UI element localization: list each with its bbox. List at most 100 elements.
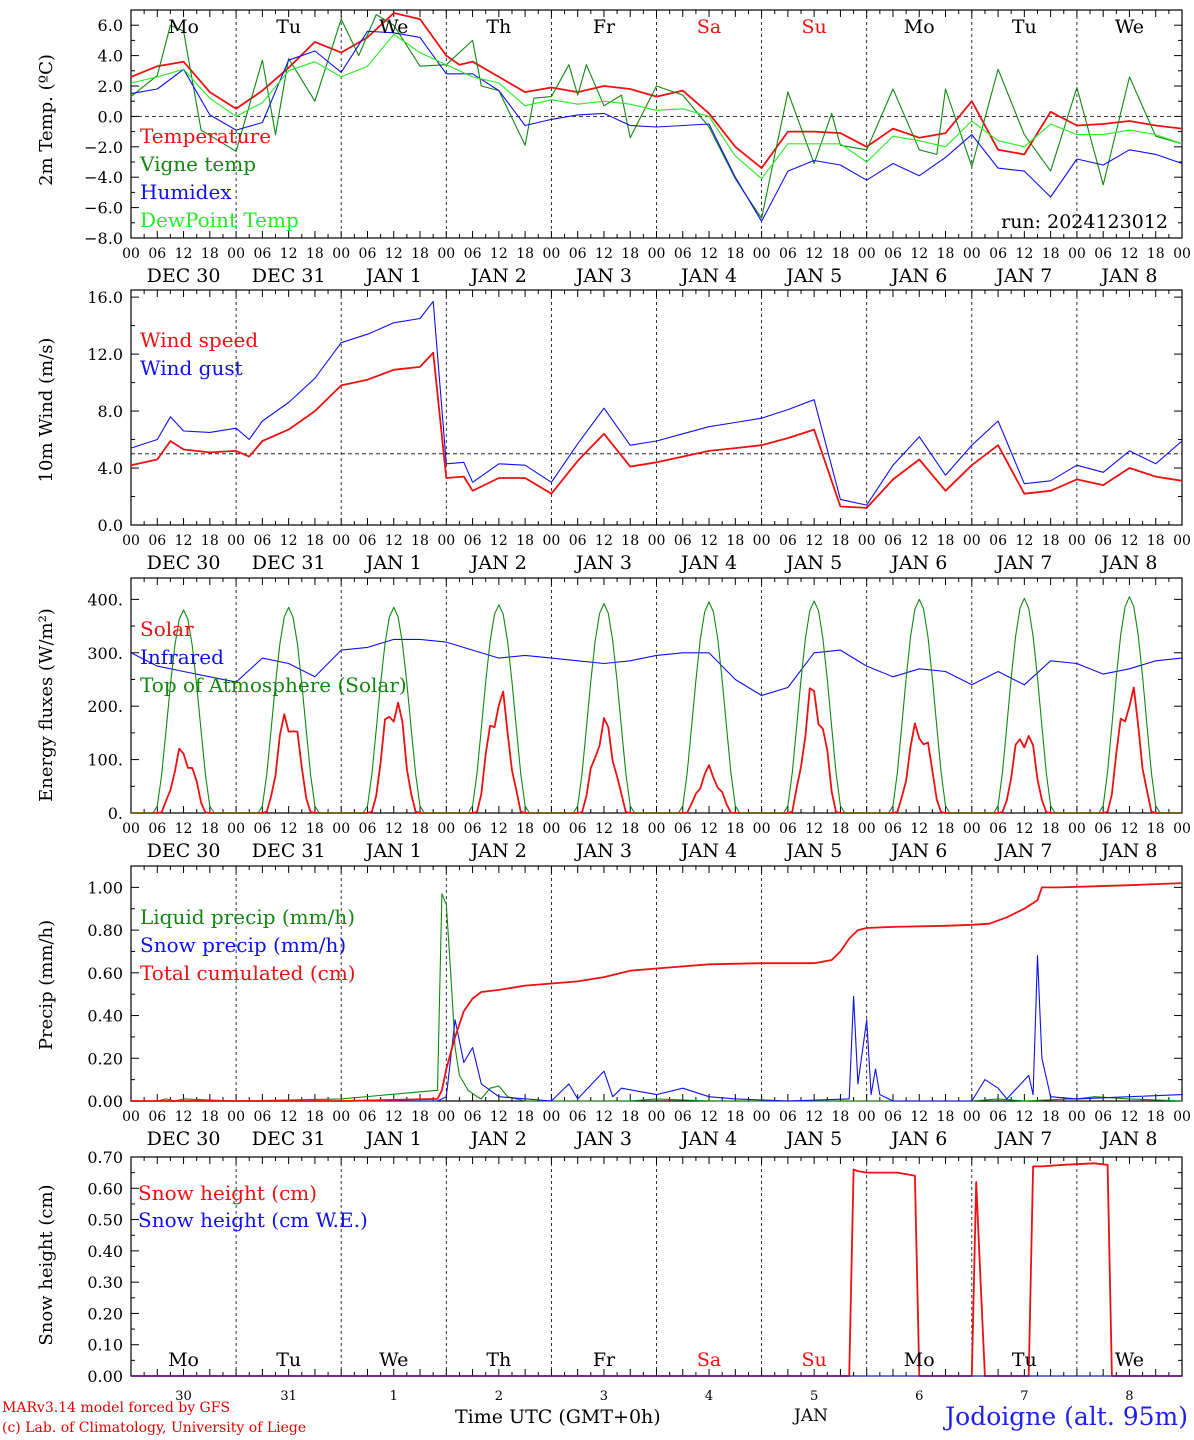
hour-label: 18 xyxy=(411,246,429,262)
hour-label: 00 xyxy=(1068,246,1086,262)
hour-label: 18 xyxy=(832,1109,850,1125)
hour-label: 00 xyxy=(963,533,981,549)
hour-label: 00 xyxy=(542,246,560,262)
y-tick-label: 0. xyxy=(108,804,123,823)
date-label: JAN 6 xyxy=(889,840,947,862)
y-tick-label: 2.0 xyxy=(98,77,123,96)
y-tick-label: 0.0 xyxy=(98,107,123,126)
legend-entry: Wind gust xyxy=(140,356,243,380)
hour-label: 18 xyxy=(306,533,324,549)
legend-entry: Wind speed xyxy=(140,328,258,352)
date-label: JAN 3 xyxy=(574,265,632,287)
date-label: JAN 8 xyxy=(1099,552,1157,574)
hour-label: 18 xyxy=(201,246,219,262)
hour-label: 00 xyxy=(122,246,140,262)
hour-label: 18 xyxy=(726,821,744,837)
hour-label: 06 xyxy=(464,533,482,549)
hour-label: 12 xyxy=(175,533,193,549)
date-label: JAN 7 xyxy=(994,552,1052,574)
hour-label: 12 xyxy=(1121,821,1139,837)
hour-label: 06 xyxy=(359,533,377,549)
y-tick-label: 0.70 xyxy=(87,1148,123,1167)
date-label: JAN 7 xyxy=(994,265,1052,287)
series-line-wind-speed xyxy=(130,351,1183,509)
date-label: JAN 1 xyxy=(364,552,422,574)
hour-label: 12 xyxy=(805,246,823,262)
hour-label: 00 xyxy=(1173,246,1191,262)
hour-label: 00 xyxy=(963,1109,981,1125)
hour-label: 00 xyxy=(963,246,981,262)
day-abbrev: Su xyxy=(802,1349,827,1371)
hour-label: 06 xyxy=(359,1109,377,1125)
hour-label: 06 xyxy=(1094,533,1112,549)
hour-label: 00 xyxy=(227,533,245,549)
hour-label: 00 xyxy=(753,246,771,262)
run-label: run: 2024123012 xyxy=(1001,211,1168,233)
day-abbrev: Mo xyxy=(168,1349,199,1371)
hour-label: 06 xyxy=(674,1109,692,1125)
hour-label: 00 xyxy=(648,1109,666,1125)
hour-label: 18 xyxy=(621,1109,639,1125)
y-tick-label: 400. xyxy=(87,590,123,609)
hour-label: 00 xyxy=(227,246,245,262)
series-line-top-of-atmosphere-solar- xyxy=(131,596,1182,814)
day-abbrev: Mo xyxy=(904,1349,935,1371)
series-line-snow-precip-mm-h- xyxy=(131,955,1183,1102)
hour-label: 12 xyxy=(910,1109,928,1125)
panel-4: 0.00 0.20 0.40 0.60 0.80 1.00 Precip (mm/h) Liq… xyxy=(36,865,1191,1150)
y-tick-label: 300. xyxy=(87,644,123,663)
hour-label: 12 xyxy=(805,821,823,837)
y-tick-label: 0.20 xyxy=(87,1049,123,1068)
hour-label: 18 xyxy=(832,821,850,837)
date-label: DEC 31 xyxy=(252,552,326,574)
date-label: JAN 4 xyxy=(679,840,737,862)
day-abbrev: Sa xyxy=(697,1349,721,1371)
hour-label: 12 xyxy=(595,1109,613,1125)
hour-label: 18 xyxy=(726,533,744,549)
hour-label: 06 xyxy=(989,821,1007,837)
hour-label: 18 xyxy=(1042,1109,1060,1125)
hour-label: 06 xyxy=(359,821,377,837)
hour-label: 00 xyxy=(858,1109,876,1125)
date-label: JAN 2 xyxy=(469,1128,527,1150)
date-label: JAN 5 xyxy=(784,265,842,287)
hour-label: 06 xyxy=(779,246,797,262)
hour-label: 06 xyxy=(674,821,692,837)
hour-label: 00 xyxy=(753,821,771,837)
date-label: JAN 5 xyxy=(784,552,842,574)
date-label: DEC 30 xyxy=(147,840,221,862)
day-number: 8 xyxy=(1125,1389,1133,1404)
hour-label: 00 xyxy=(648,246,666,262)
hour-label: 06 xyxy=(148,533,166,549)
hour-label: 06 xyxy=(884,246,902,262)
hour-label: 00 xyxy=(437,533,455,549)
day-number: 30 xyxy=(175,1389,192,1404)
y-tick-label: 100. xyxy=(87,751,123,770)
y-tick-label: 0.0 xyxy=(98,516,123,535)
hour-label: 12 xyxy=(280,821,298,837)
hour-label: 12 xyxy=(490,246,508,262)
date-label: JAN 6 xyxy=(889,1128,947,1150)
date-label: JAN 6 xyxy=(889,552,947,574)
hour-label: 18 xyxy=(1147,533,1165,549)
y-tick-label: 0.60 xyxy=(87,964,123,983)
day-abbrev: We xyxy=(379,16,408,38)
series-line-snow-height-cm- xyxy=(131,1162,1182,1377)
y-tick-label: 0.00 xyxy=(87,1367,123,1386)
date-label: JAN 4 xyxy=(679,1128,737,1150)
y-tick-label: 0.10 xyxy=(87,1336,123,1355)
date-label: DEC 31 xyxy=(252,1128,326,1150)
hour-label: 18 xyxy=(306,1109,324,1125)
hour-label: 12 xyxy=(1121,246,1139,262)
hour-label: 18 xyxy=(621,821,639,837)
hour-label: 12 xyxy=(385,821,403,837)
hour-label: 06 xyxy=(253,1109,271,1125)
y-tick-label: 4.0 xyxy=(98,459,123,478)
day-abbrev: Tu xyxy=(1012,16,1037,38)
hour-label: 18 xyxy=(937,821,955,837)
y-tick-label: 8.0 xyxy=(98,402,123,421)
hour-label: 06 xyxy=(1094,821,1112,837)
legend-entry: Solar xyxy=(140,617,194,641)
hour-label: 18 xyxy=(201,821,219,837)
hour-label: 06 xyxy=(1094,1109,1112,1125)
